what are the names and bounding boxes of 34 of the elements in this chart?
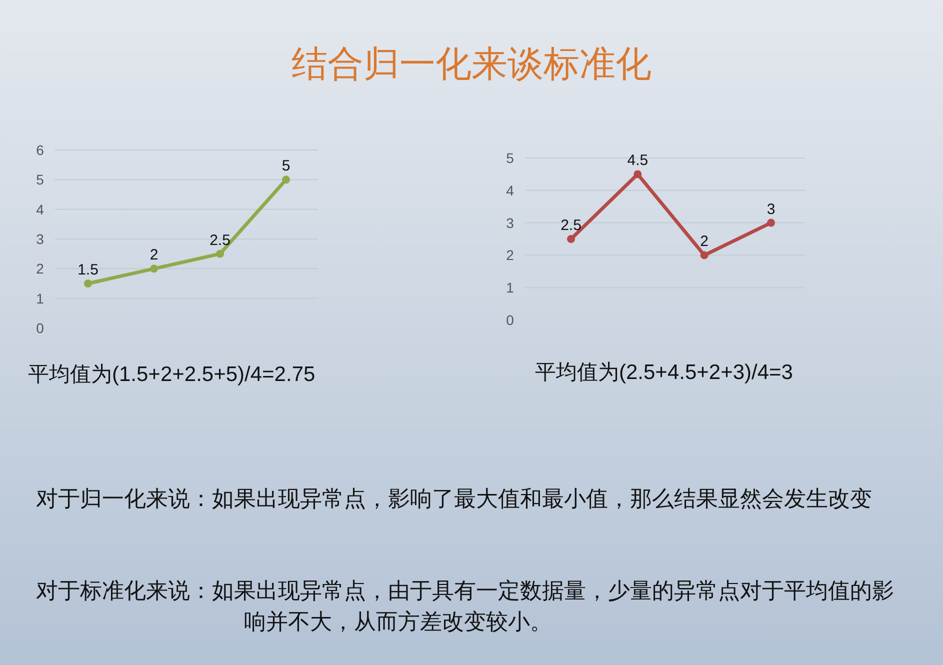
- data-label: 2: [700, 233, 709, 250]
- data-label: 2.5: [210, 232, 230, 249]
- y-tick-label: 2: [36, 260, 44, 277]
- point: [216, 250, 224, 258]
- y-tick-label: 0: [36, 320, 44, 336]
- y-tick-label: 1: [36, 290, 44, 306]
- y-tick-label: 5: [506, 150, 514, 166]
- y-tick-label: 3: [36, 231, 44, 247]
- data-label: 5: [282, 158, 290, 175]
- text: 平均值为(1.5+2+2.5+5)/4=2.75: [28, 362, 316, 388]
- y-tick-label: 0: [506, 312, 514, 328]
- text: 平均值为(2.5+4.5+2+3)/4=3: [535, 360, 793, 386]
- data-label: 2: [150, 246, 158, 264]
- y-tick-label: 6: [36, 142, 44, 158]
- y-tick-label: 5: [36, 172, 44, 188]
- point: [282, 176, 290, 184]
- y-tick-label: 3: [506, 214, 514, 231]
- point: [567, 235, 575, 243]
- y-tick-label: 1: [506, 280, 514, 296]
- data-label: 1.5: [78, 262, 98, 278]
- point: [767, 218, 775, 227]
- y-tick-label: 2: [506, 247, 514, 264]
- y-tick-label: 4: [506, 182, 514, 198]
- data-label: 4.5: [627, 152, 648, 170]
- text: 对于归一化来说：如果出现异常点，影响了最大值和最小值，那么结果显然会发生改变: [36, 485, 873, 513]
- point: [700, 251, 708, 260]
- text: 对于标准化来说：如果出现异常点，由于具有一定数据量，少量的异常点对于平均值的影响并不大，从而方差改变较小。: [36, 577, 895, 636]
- data-label: 3: [766, 200, 776, 218]
- point: [634, 170, 642, 178]
- y-tick-label: 4: [36, 201, 44, 218]
- point: [150, 264, 158, 273]
- point: [84, 280, 92, 288]
- text: 结合归一化来谈标准化: [290, 42, 652, 86]
- data-label: 2.5: [560, 217, 582, 234]
